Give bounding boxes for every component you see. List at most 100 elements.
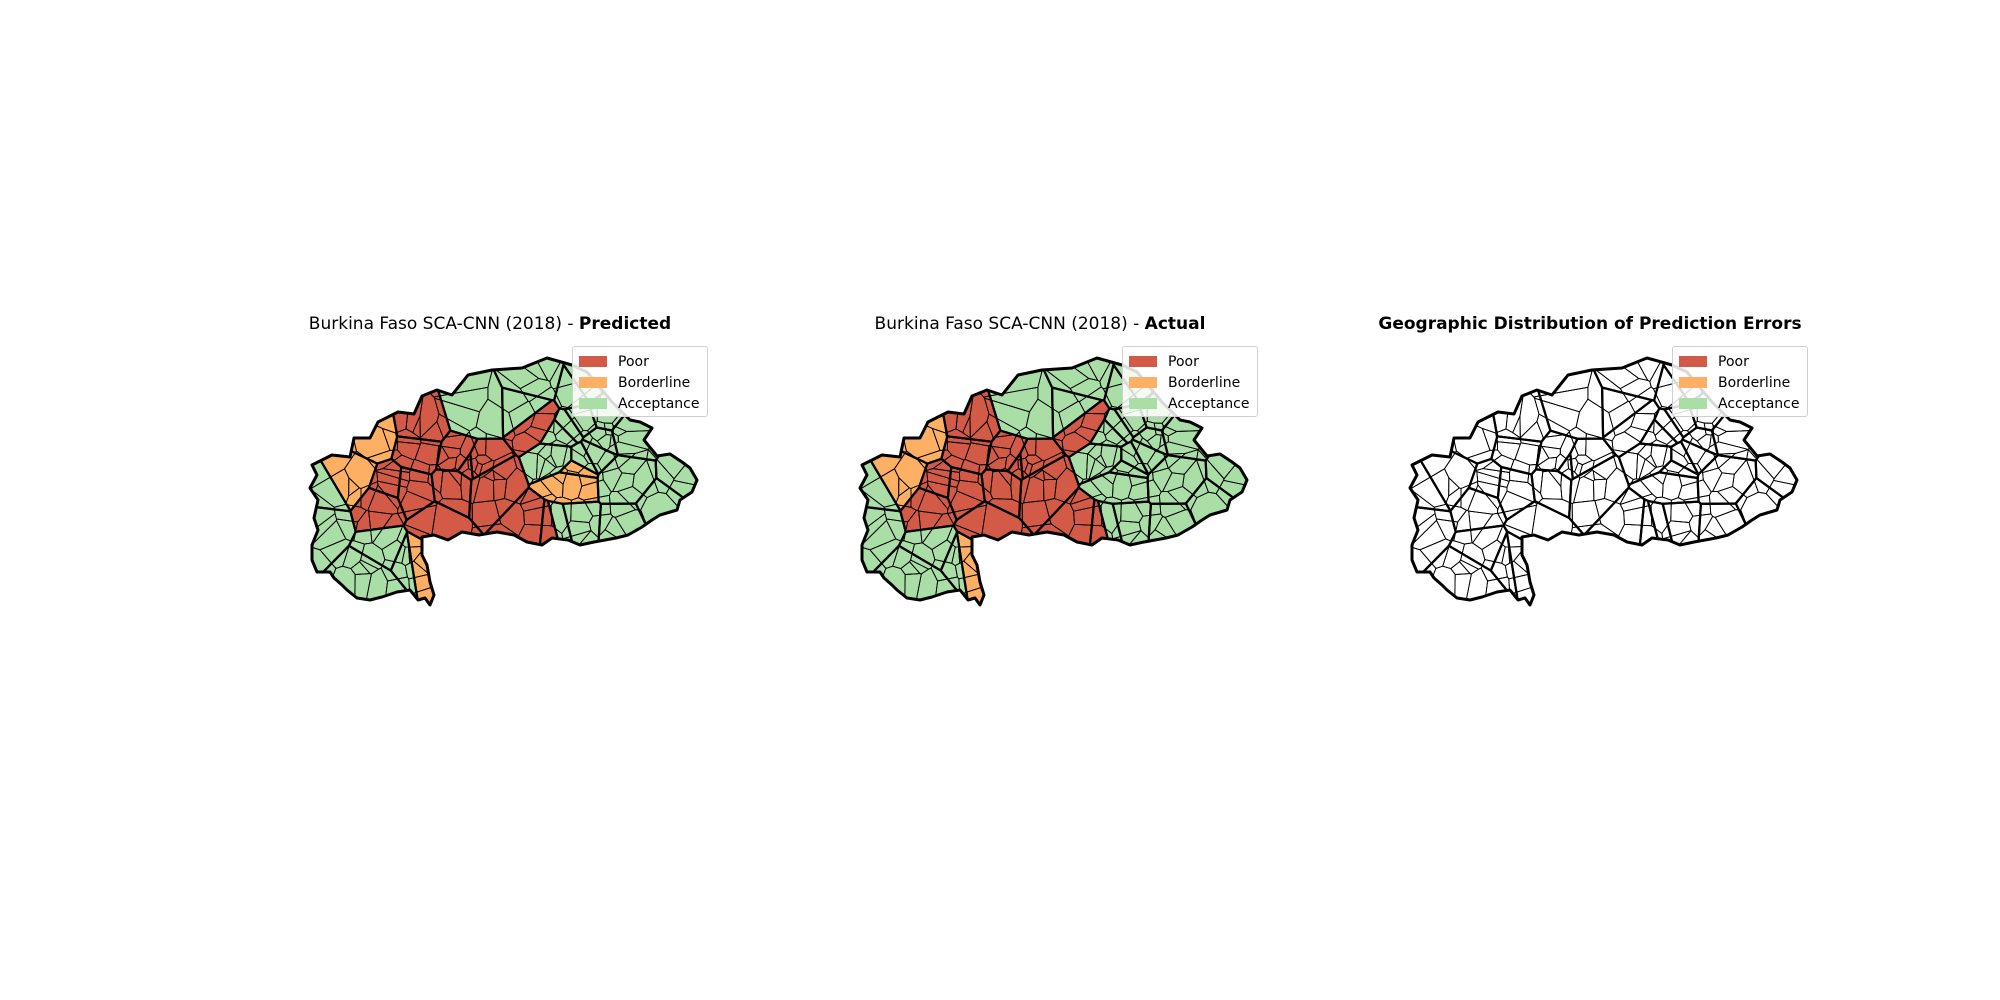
region-acceptance: [518, 443, 572, 485]
legend-swatch: [1679, 377, 1707, 388]
region-poor: [350, 487, 407, 532]
title-prefix: Burkina Faso SCA-CNN (2018) -: [308, 314, 579, 334]
district-boundary: [1711, 472, 1735, 493]
legend-item-borderline: Borderline: [579, 372, 699, 393]
region-none: [1662, 501, 1701, 605]
region-boundary: [946, 465, 986, 522]
legend-item-acceptance: Acceptance: [1679, 393, 1799, 414]
legend-label: Poor: [1718, 353, 1749, 370]
legend: Poor Borderline Acceptance: [1672, 346, 1809, 417]
district-boundary: [1656, 530, 1713, 605]
district-boundary: [465, 523, 520, 605]
region-borderline: [406, 531, 496, 605]
region-acceptance: [348, 525, 407, 571]
district-boundary: [927, 480, 958, 510]
district-boundary: [554, 416, 584, 446]
region-acceptance: [562, 501, 601, 605]
legend-item-poor: Poor: [1129, 351, 1249, 372]
region-none: [1603, 400, 1660, 458]
country-border: [1408, 356, 1799, 607]
district-boundary: [530, 358, 568, 383]
district-boundary: [1022, 476, 1045, 504]
region-none: [1490, 532, 1519, 605]
district-boundary: [556, 530, 613, 605]
legend: Poor Borderline Acceptance: [1122, 346, 1259, 417]
region-borderline: [956, 531, 1046, 605]
region-acceptance: [1112, 501, 1151, 605]
country-border: [308, 356, 699, 607]
region-none: [1410, 545, 1532, 605]
region-poor: [469, 455, 529, 535]
district-boundary: [1477, 480, 1508, 510]
region-none: [1654, 408, 1684, 444]
title-prefix: Burkina Faso SCA-CNN (2018) -: [874, 314, 1145, 334]
district-boundary: [1683, 437, 1706, 465]
legend-label: Borderline: [618, 374, 691, 391]
district-boundary: [892, 540, 916, 570]
region-boundary: [389, 528, 421, 605]
district-boundary: [377, 480, 408, 510]
region-boundary: [1106, 459, 1150, 480]
legend-swatch: [1679, 398, 1707, 409]
region-none: [1410, 358, 1498, 464]
district-boundary: [1058, 400, 1086, 437]
district-boundary: [1682, 494, 1712, 517]
district-boundary: [640, 491, 697, 605]
region-none: [1618, 443, 1672, 485]
district-boundary: [1133, 437, 1156, 465]
legend-label: Acceptance: [618, 395, 700, 412]
region-acceptance: [554, 408, 584, 444]
legend-label: Acceptance: [1168, 395, 1250, 412]
panel-actual: Burkina Faso SCA-CNN (2018) - Actual Poo…: [730, 300, 1350, 680]
region-none: [1569, 455, 1629, 535]
legend: Poor Borderline Acceptance: [572, 346, 709, 417]
region-poor: [1053, 400, 1110, 458]
legend-item-acceptance: Acceptance: [1129, 393, 1249, 414]
district-boundary: [1572, 476, 1595, 504]
district-boundary: [1740, 491, 1797, 605]
legend-label: Borderline: [1168, 374, 1241, 391]
district-boundary: [472, 476, 495, 504]
region-poor: [1019, 455, 1079, 535]
district-boundary: [548, 465, 569, 485]
panel-title: Geographic Distribution of Prediction Er…: [1280, 314, 1900, 334]
region-boundary: [1556, 450, 1574, 482]
region-none: [1602, 387, 1653, 438]
region-acceptance: [1089, 419, 1128, 447]
district-boundary: [1453, 509, 1473, 545]
region-poor: [986, 430, 1028, 472]
district-boundary: [583, 437, 606, 465]
district-boundary: [342, 540, 366, 570]
district-boundary: [1575, 398, 1616, 442]
region-none: [1536, 430, 1578, 472]
region-acceptance: [940, 532, 969, 605]
title-bold: Geographic Distribution of Prediction Er…: [1378, 314, 1802, 334]
district-boundary: [1190, 491, 1247, 605]
region-acceptance: [860, 545, 982, 605]
region-none: [1450, 487, 1507, 532]
district-boundary: [475, 398, 516, 442]
region-none: [1639, 419, 1678, 447]
district-boundary: [1080, 358, 1118, 383]
region-boundary: [1050, 386, 1105, 440]
legend-swatch: [1129, 398, 1157, 409]
legend-swatch: [1129, 377, 1157, 388]
region-boundary: [1006, 450, 1024, 482]
legend-item-poor: Poor: [1679, 351, 1799, 372]
legend-swatch: [1679, 356, 1707, 367]
district-boundary: [611, 472, 635, 493]
region-borderline: [860, 358, 948, 464]
region-acceptance: [1068, 443, 1122, 485]
country-border: [858, 356, 1249, 607]
panel-predicted: Burkina Faso SCA-CNN (2018) - Predicted …: [180, 300, 800, 680]
region-borderline: [310, 358, 398, 464]
panel-title: Burkina Faso SCA-CNN (2018) - Actual: [730, 314, 1350, 334]
district-boundary: [1106, 530, 1163, 605]
legend-item-poor: Poor: [579, 351, 699, 372]
region-boundary: [456, 450, 474, 482]
region-boundary: [1496, 465, 1536, 522]
district-boundary: [1132, 494, 1162, 517]
district-boundary: [582, 494, 612, 517]
district-boundary: [1147, 529, 1241, 605]
district-boundary: [1442, 540, 1466, 570]
